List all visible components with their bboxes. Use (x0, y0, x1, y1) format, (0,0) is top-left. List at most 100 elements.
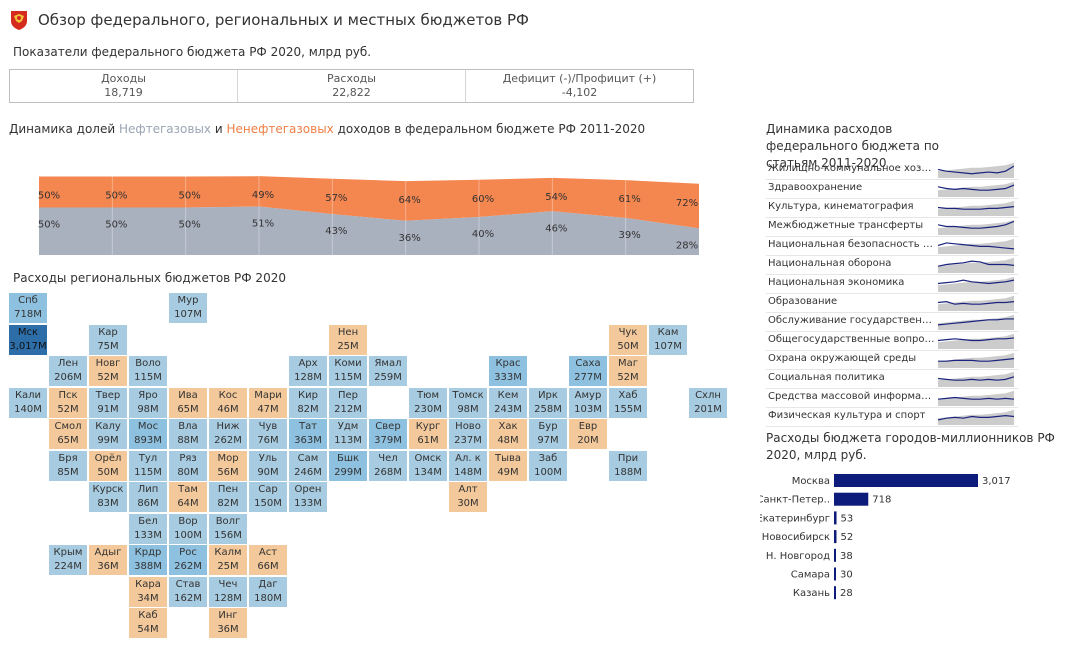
sparkline-row[interactable]: Обслуживание государственного .. (766, 313, 1018, 332)
region-tile[interactable]: Калм 25M (209, 545, 247, 575)
sparkline-row[interactable]: Жилищно-коммунальное хозяйст.. (766, 161, 1018, 180)
region-tile[interactable]: Спб 718M (9, 293, 47, 323)
region-tile[interactable]: Ямал 259M (369, 356, 407, 386)
region-tile[interactable]: Сам 246M (289, 450, 327, 481)
region-tile[interactable]: Воло 115M (129, 356, 167, 386)
region-tile[interactable]: Томск 98M (449, 387, 487, 418)
region-tile[interactable]: Ниж 262M (209, 419, 247, 449)
sparkline-row[interactable]: Образование (766, 294, 1018, 313)
region-tile[interactable]: Мур 107M (169, 293, 207, 323)
region-tile[interactable]: Каб 54M (129, 608, 167, 638)
region-tile[interactable]: Хаб 155M (609, 387, 647, 418)
region-tile[interactable]: Став 162M (169, 576, 207, 607)
region-tile[interactable]: Курск 83M (89, 482, 127, 512)
sparkline-row[interactable]: Национальная безопасность и пр.. (766, 237, 1018, 256)
region-tile[interactable]: Инг 36M (209, 608, 247, 638)
region-tile[interactable]: Кир 82M (289, 387, 327, 418)
region-tile[interactable]: Тат 363M (289, 419, 327, 449)
region-tile[interactable]: Саха 277M (569, 356, 607, 386)
sparkline-row[interactable]: Общегосударственные вопросы (766, 332, 1018, 351)
region-tile[interactable]: Крас 333M (489, 356, 527, 386)
region-tile[interactable]: Коми 115M (329, 356, 367, 386)
region-tile[interactable]: Арх 128M (289, 356, 327, 386)
region-tile[interactable]: Уль 90M (249, 450, 287, 481)
region-tile[interactable]: Твер 91M (89, 387, 127, 418)
region-tile[interactable]: Кам 107M (649, 324, 687, 355)
city-bar[interactable] (834, 474, 978, 487)
region-tile[interactable]: Пер 212M (329, 387, 367, 418)
sparkline-row[interactable]: Физическая культура и спорт (766, 408, 1018, 427)
region-tile[interactable]: Смол 65M (49, 419, 87, 449)
region-tile[interactable]: Крдр 388M (129, 545, 167, 575)
region-tile[interactable]: Ирк 258M (529, 387, 567, 418)
region-tile[interactable]: Вор 100M (169, 513, 207, 544)
region-tile[interactable]: Лен 206M (49, 356, 87, 386)
region-tile[interactable]: Тюм 230M (409, 387, 447, 418)
region-tile[interactable]: Кем 243M (489, 387, 527, 418)
region-tile[interactable]: Сар 150M (249, 482, 287, 512)
region-tile[interactable]: Волг 156M (209, 513, 247, 544)
region-tile[interactable]: Кург 61M (409, 419, 447, 449)
region-tile[interactable]: Бел 133M (129, 513, 167, 544)
region-tile[interactable]: Ал. к 148M (449, 450, 487, 481)
region-tile[interactable]: Кали 140M (9, 387, 47, 418)
region-tile[interactable]: Тыва 49M (489, 450, 527, 481)
region-tile[interactable]: Лип 86M (129, 482, 167, 512)
region-tile[interactable]: При 188M (609, 450, 647, 481)
region-tile[interactable]: Орёл 50M (89, 450, 127, 481)
sparkline-row[interactable]: Культура, кинематография (766, 199, 1018, 218)
region-tile[interactable]: Омск 134M (409, 450, 447, 481)
region-tile[interactable]: Бря 85M (49, 450, 87, 481)
region-tile[interactable]: Тул 115M (129, 450, 167, 481)
region-tile[interactable]: Мос 893M (129, 419, 167, 449)
region-tile[interactable]: Алт 30M (449, 482, 487, 512)
region-tile[interactable]: Хак 48M (489, 419, 527, 449)
region-tile[interactable]: Схлн 201M (689, 387, 727, 418)
city-bar[interactable] (834, 511, 837, 525)
region-tile[interactable]: Нен 25M (329, 324, 367, 355)
region-tile[interactable]: Орен 133M (289, 482, 327, 512)
region-tile[interactable]: Чук 50M (609, 324, 647, 355)
region-tile[interactable]: Кара 34M (129, 576, 167, 607)
region-tile[interactable]: Новг 52M (89, 356, 127, 386)
city-bar[interactable] (834, 548, 836, 562)
sparkline-row[interactable]: Охрана окружающей среды (766, 351, 1018, 370)
sparkline-row[interactable]: Здравоохранение (766, 180, 1018, 199)
sparkline-row[interactable]: Средства массовой информации (766, 389, 1018, 408)
sparkline-row[interactable]: Национальная экономика (766, 275, 1018, 294)
city-bar[interactable] (834, 567, 836, 581)
region-tile[interactable]: Пск 52M (49, 387, 87, 418)
region-tile[interactable]: Кос 46M (209, 387, 247, 418)
region-tile[interactable]: Амур 103M (569, 387, 607, 418)
region-tile[interactable]: Свер 379M (369, 419, 407, 449)
region-tile[interactable]: Вла 88M (169, 419, 207, 449)
city-bar[interactable] (834, 492, 869, 506)
region-tile[interactable]: Ива 65M (169, 387, 207, 418)
region-tile[interactable]: Евр 20M (569, 419, 607, 449)
region-tile[interactable]: Даг 180M (249, 576, 287, 607)
region-tile[interactable]: Чеч 128M (209, 576, 247, 607)
city-bar[interactable] (834, 586, 836, 600)
region-tile[interactable]: Мор 56M (209, 450, 247, 481)
region-tile[interactable]: Крым 224M (49, 545, 87, 575)
region-tile[interactable]: Бур 97M (529, 419, 567, 449)
region-tile[interactable]: Там 64M (169, 482, 207, 512)
region-tile[interactable]: Аст 66M (249, 545, 287, 575)
region-tile[interactable]: Бшк 299M (329, 450, 367, 481)
region-tile[interactable]: Рос 262M (169, 545, 207, 575)
region-tile[interactable]: Заб 100M (529, 450, 567, 481)
region-tile[interactable]: Мск 3,017M (9, 324, 47, 355)
sparkline-row[interactable]: Национальная оборона (766, 256, 1018, 275)
region-tile[interactable]: Маг 52M (609, 356, 647, 386)
region-tile[interactable]: Ряз 80M (169, 450, 207, 481)
region-tile[interactable]: Мари 47M (249, 387, 287, 418)
region-tile[interactable]: Кар 75M (89, 324, 127, 355)
region-tile[interactable]: Чув 76M (249, 419, 287, 449)
city-bar[interactable] (834, 530, 837, 544)
region-tile[interactable]: Адыг 36M (89, 545, 127, 575)
sparkline-row[interactable]: Социальная политика (766, 370, 1018, 389)
region-tile[interactable]: Калу 99M (89, 419, 127, 449)
region-tile[interactable]: Чел 268M (369, 450, 407, 481)
region-tile[interactable]: Яро 98M (129, 387, 167, 418)
region-tile[interactable]: Удм 113M (329, 419, 367, 449)
